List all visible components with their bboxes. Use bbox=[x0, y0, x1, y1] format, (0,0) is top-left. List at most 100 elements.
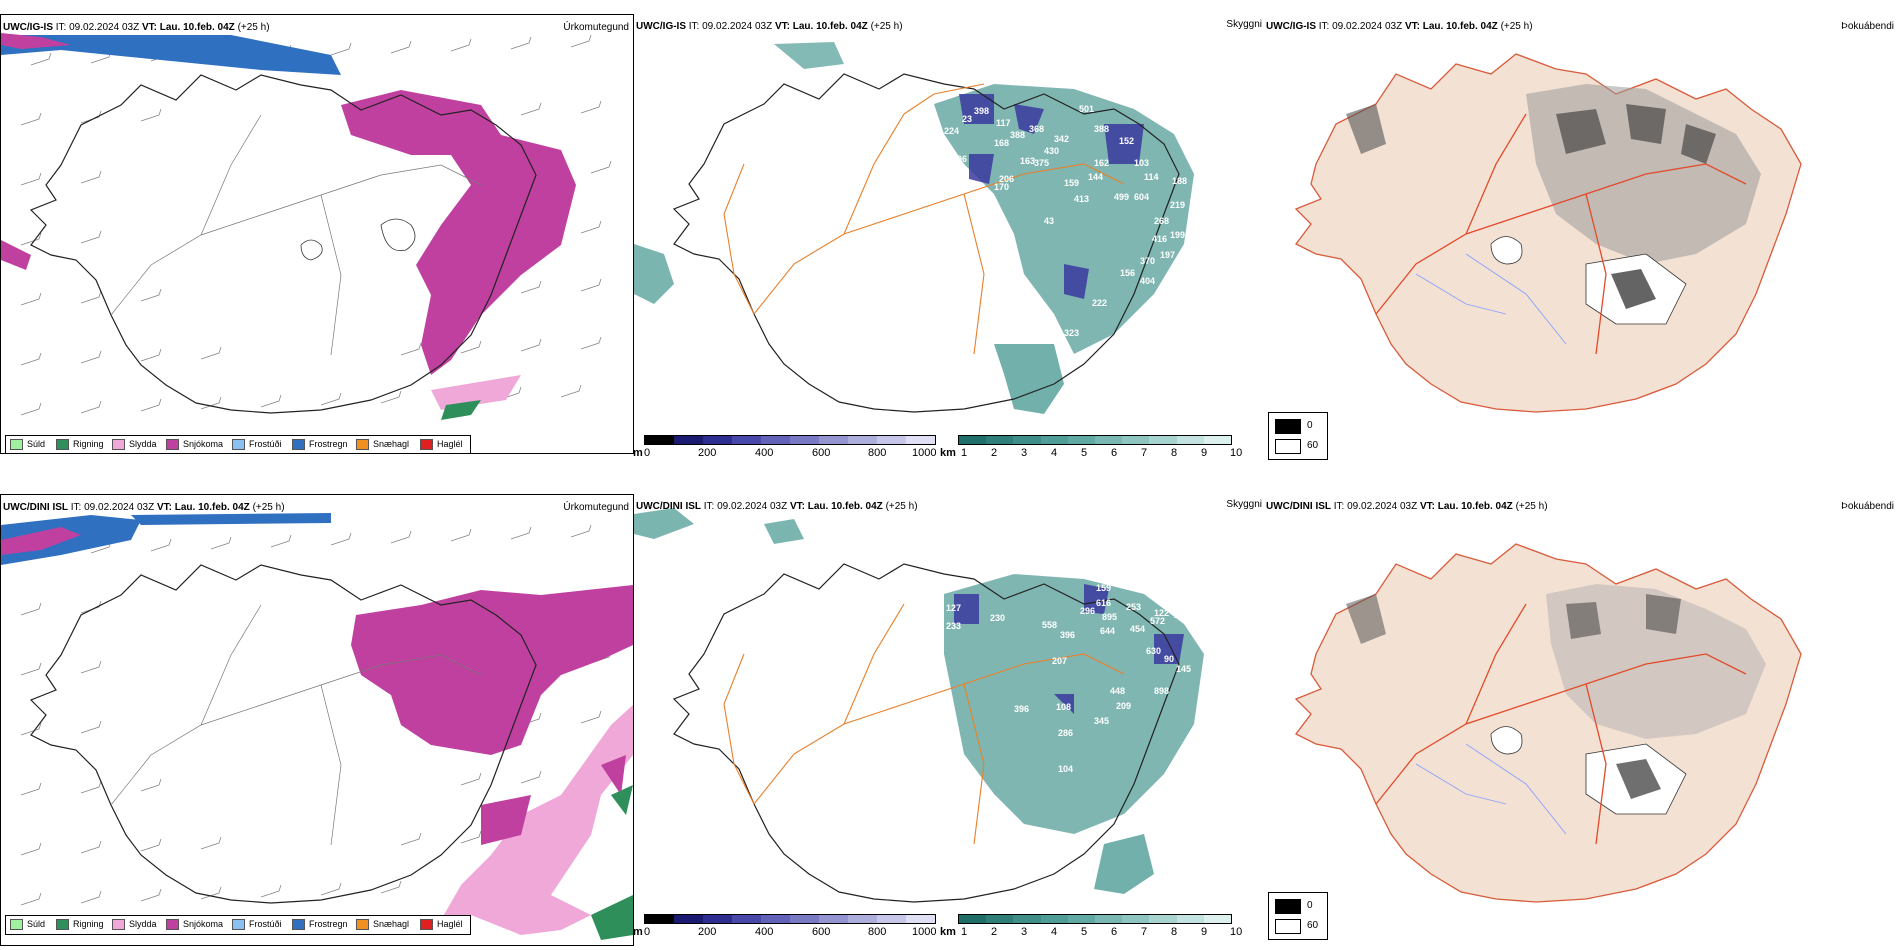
visibility-tick: 5 bbox=[1081, 926, 1088, 938]
ceiling-label: 106 bbox=[952, 154, 967, 164]
glacier-langjokull bbox=[1490, 236, 1523, 265]
snjokoma-area-nw bbox=[1, 33, 71, 49]
legend-item: Snjókoma bbox=[166, 439, 223, 451]
fog-key-dark bbox=[1275, 899, 1301, 914]
vt-label: VT: bbox=[1419, 501, 1435, 512]
ceiling-label: 404 bbox=[1140, 276, 1155, 286]
rivers bbox=[1415, 743, 1567, 835]
legend-item: Snæhagl bbox=[356, 919, 409, 931]
vt-value: Lau. 10.feb. 04Z bbox=[159, 22, 235, 33]
precip-type-map-panel-1: UWC/IG-IS IT: 09.02.2024 03Z VT: Lau. 10… bbox=[0, 14, 634, 454]
low-visibility-area-south bbox=[1094, 834, 1154, 894]
ceiling-label: 100 bbox=[1092, 569, 1107, 579]
ceiling-label: 454 bbox=[1130, 624, 1145, 634]
iceland-outline bbox=[29, 74, 537, 414]
wind-barbs bbox=[20, 524, 612, 906]
map-header-2c: UWC/DINI ISL IT: 09.02.2024 03Z VT: Lau.… bbox=[1266, 501, 1548, 513]
ceiling-label: 170 bbox=[994, 182, 1009, 192]
fog-map-panel-2: UWC/DINI ISL IT: 09.02.2024 03Z VT: Lau.… bbox=[1266, 494, 1900, 914]
slydda-area bbox=[431, 375, 521, 410]
ceiling-tick: 0 bbox=[644, 447, 651, 459]
precip-type-map-panel-2: UWC/DINI ISL IT: 09.02.2024 03Z VT: Lau.… bbox=[0, 494, 634, 946]
ceiling-label: 572 bbox=[1150, 616, 1165, 626]
ceiling-label: 163 bbox=[1020, 156, 1035, 166]
ceiling-label: 230 bbox=[990, 613, 1005, 623]
visibility-unit: km bbox=[940, 926, 956, 938]
ceiling-label: 145 bbox=[1176, 664, 1191, 674]
vt-value: Lau. 10.feb. 04Z bbox=[1437, 501, 1513, 512]
visibility-map-2: 100 159 105 616 253 263 242 122 296 895 … bbox=[634, 508, 1204, 903]
ceiling-tick: 400 bbox=[755, 447, 774, 459]
ceiling-label: 448 bbox=[1110, 686, 1125, 696]
frostregn-area bbox=[1, 35, 341, 75]
ceiling-label: 90 bbox=[1164, 654, 1174, 664]
ceiling-label: 604 bbox=[1134, 192, 1149, 202]
visibility-tick: 3 bbox=[1021, 926, 1028, 938]
ceiling-label: 168 bbox=[994, 138, 1009, 148]
roads bbox=[110, 604, 482, 846]
ceiling-label: 197 bbox=[1160, 250, 1175, 260]
model-name: UWC/DINI ISL bbox=[3, 502, 68, 513]
ceiling-label: 103 bbox=[1134, 158, 1149, 168]
ceiling-label: 286 bbox=[1058, 728, 1073, 738]
lead-time: (+25 h) bbox=[1515, 501, 1548, 512]
fog-key-top-label: 0 bbox=[1307, 900, 1313, 911]
wind-barbs bbox=[20, 34, 612, 416]
legend-item: Slydda bbox=[112, 439, 157, 451]
ceiling-label: 122 bbox=[1154, 608, 1169, 618]
ceiling-label: 499 bbox=[1114, 192, 1129, 202]
model-name: UWC/DINI ISL bbox=[636, 501, 701, 512]
glacier-vatnajokull bbox=[380, 218, 416, 252]
ceiling-label: 644 bbox=[1100, 626, 1115, 636]
snjokoma-area bbox=[351, 585, 633, 755]
panel-title-visibility: Skyggni bbox=[1226, 499, 1262, 510]
ceiling-label: 144 bbox=[1088, 172, 1103, 182]
roads bbox=[1375, 603, 1747, 845]
ceiling-label: 388 bbox=[1094, 124, 1109, 134]
map-header-2b: UWC/DINI ISL IT: 09.02.2024 03Z VT: Lau.… bbox=[636, 501, 918, 513]
snjokoma-area bbox=[341, 90, 576, 375]
ceiling-label: 558 bbox=[1042, 620, 1057, 630]
ceiling-label: 162 bbox=[1094, 158, 1109, 168]
ceiling-label: 413 bbox=[1074, 194, 1089, 204]
visibility-tick: 5 bbox=[1081, 447, 1088, 459]
legend-item: Súld bbox=[10, 919, 45, 931]
ceiling-label: 396 bbox=[1060, 630, 1075, 640]
vt-label: VT: bbox=[156, 502, 172, 513]
vt-label: VT: bbox=[789, 501, 805, 512]
glacier-langjokull bbox=[300, 239, 323, 261]
panel-title-fog: Þokuábendi bbox=[1841, 501, 1894, 512]
fog-key-1: 0 60 bbox=[1268, 412, 1328, 460]
rigning-area bbox=[591, 785, 633, 940]
it-value: 09.02.2024 03Z bbox=[702, 21, 773, 32]
fog-westfjords bbox=[1346, 594, 1386, 644]
ceiling-values: 501 224 398 117 368 388 342 388 152 106 … bbox=[924, 104, 1187, 338]
fog-dense-patches-south bbox=[1616, 759, 1661, 799]
visibility-tick: 8 bbox=[1171, 926, 1178, 938]
fog-key-top-label: 0 bbox=[1307, 420, 1313, 431]
legend-item: Rigning bbox=[56, 439, 104, 451]
fog-key-2: 0 60 bbox=[1268, 892, 1328, 940]
precip-type-map-1 bbox=[1, 33, 612, 420]
panel-title-visibility: Skyggni bbox=[1226, 19, 1262, 30]
ceiling-label: 430 bbox=[1044, 146, 1059, 156]
ceiling-label: 323 bbox=[1064, 328, 1079, 338]
ceiling-label: 224 bbox=[944, 126, 959, 136]
ceiling-values: 100 159 105 616 253 263 242 122 296 895 … bbox=[946, 569, 1193, 774]
visibility-tick: 9 bbox=[1201, 447, 1208, 459]
visibility-colorbar bbox=[958, 435, 1232, 445]
ceiling-label: 159 bbox=[1096, 583, 1111, 593]
ceiling-colorbar bbox=[644, 435, 936, 445]
ceiling-label: 388 bbox=[1010, 130, 1025, 140]
fog-map-1 bbox=[1294, 53, 1802, 413]
model-name: UWC/DINI ISL bbox=[1266, 501, 1331, 512]
panel-title-fog: Þokuábendi bbox=[1841, 21, 1894, 32]
fog-map-2 bbox=[1294, 543, 1802, 903]
fog-key-bottom-label: 60 bbox=[1307, 920, 1319, 931]
legend-item: Haglél bbox=[420, 919, 463, 931]
iceland-outline bbox=[29, 564, 537, 904]
roads bbox=[110, 114, 482, 356]
rivers bbox=[1415, 253, 1567, 345]
ceiling-label: 368 bbox=[1029, 124, 1044, 134]
glacier-langjokull bbox=[1490, 726, 1523, 755]
